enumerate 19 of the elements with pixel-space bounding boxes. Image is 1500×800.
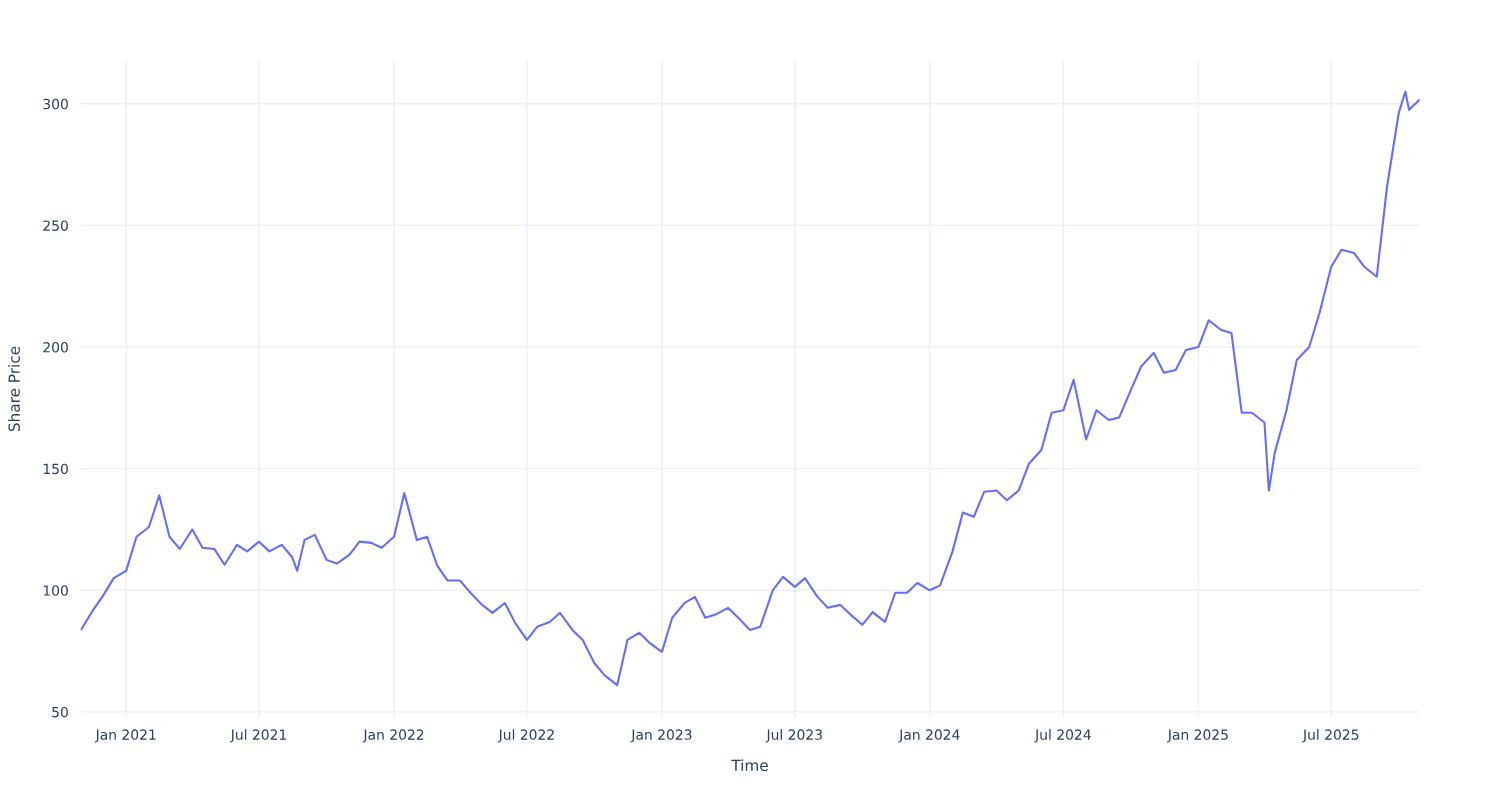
x-tick-label: Jan 2022: [362, 729, 424, 743]
x-tick-label: Jul 2023: [765, 729, 822, 743]
x-tick-label: Jul 2022: [497, 729, 554, 743]
y-tick-label: 50: [52, 706, 68, 718]
x-tick-label: Jan 2021: [94, 729, 156, 743]
x-tick-label: Jan 2023: [630, 729, 692, 743]
x-tick-label: Jan 2025: [1167, 729, 1228, 743]
x-axis-title: Time: [731, 759, 768, 772]
x-tick-label: Jan 2024: [898, 729, 960, 743]
y-tick-label: 250: [43, 220, 68, 231]
line-series: [80, 90, 1421, 687]
x-tick-label: Jul 2021: [230, 729, 286, 743]
y-tick-label: 100: [43, 585, 68, 596]
x-tick-label: Jul 2024: [1034, 729, 1091, 743]
y-axis-title: Share Price: [8, 346, 20, 432]
y-tick-label: 150: [43, 463, 68, 475]
y-tick-label: 200: [43, 342, 68, 353]
x-tick-label: Jul 2025: [1302, 729, 1359, 743]
y-tick-label: 300: [43, 98, 68, 110]
